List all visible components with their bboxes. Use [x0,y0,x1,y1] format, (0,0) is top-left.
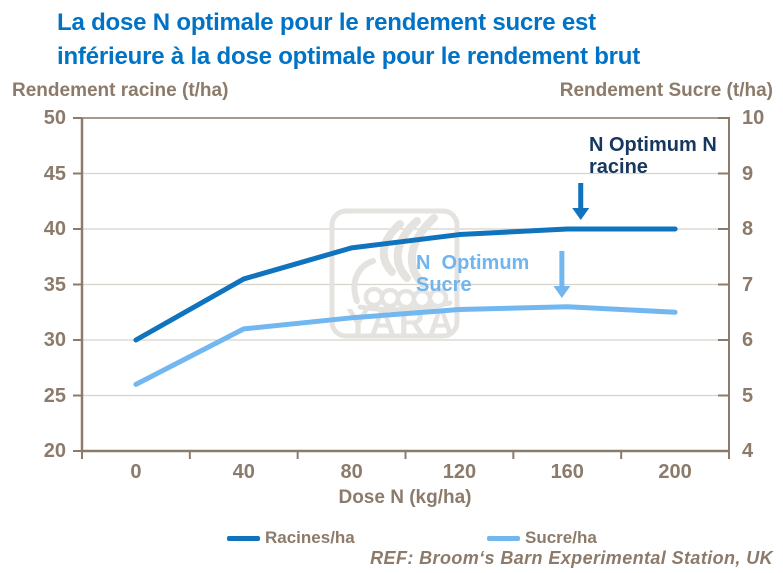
right-axis-title: Rendement Sucre (t/ha) [559,80,773,101]
y-left-tick-label: 50 [43,107,66,129]
y-left-tick-label: 20 [43,440,66,462]
chart-title-line2: inférieure à la dose optimale pour le re… [57,43,641,70]
y-right-tick-label: 6 [742,329,754,351]
series-line-Racines/ha [133,226,678,343]
x-tick-label: 160 [550,461,584,483]
annotation-n-optimum-racine: N Optimum N racine [589,134,717,178]
x-tick-label: 200 [658,461,692,483]
ship-prow-icon [351,258,376,304]
legend-item-sucre: Sucre/ha [487,528,597,548]
down-arrow-head-icon [553,286,571,298]
legend-item-racines: Racines/ha [227,528,355,548]
annotation-arrows [553,183,590,298]
legend-label-racines: Racines/ha [265,528,355,547]
y-right-tick-label: 5 [742,384,754,407]
y-right-tick-label: 4 [742,440,754,462]
y-left-tick-label: 35 [43,273,66,296]
y-right-tick-label: 7 [742,273,754,296]
y-right-tick-label: 9 [742,162,754,185]
watermark-text: YARA [346,301,457,342]
y-right-tick-label: 10 [742,107,765,129]
legend-line-swatch-sucre [487,535,520,541]
left-axis-title: Rendement racine (t/ha) [12,80,229,101]
legend-line-swatch-racines [227,535,260,541]
down-arrow-head-icon [572,208,590,220]
ship-sail-icon [379,220,404,276]
x-tick-label: 40 [232,461,255,483]
ship-shields-icon [363,286,449,310]
reference-text: REF: Broom‘s Barn Experimental Station, … [370,548,773,568]
x-tick-label: 120 [442,461,477,483]
yara-watermark-logo: YARA [329,208,460,342]
x-tick-label: 0 [130,461,142,483]
y-left-tick-label: 25 [43,384,66,407]
ship-sail-icon [407,214,438,288]
chart-title-line1: La dose N optimale pour le rendement suc… [57,9,596,36]
y-left-tick-label: 40 [43,218,66,240]
ship-sail-icon [393,217,421,282]
watermark-frame [329,208,460,339]
x-tick-label: 80 [340,461,363,483]
axes-lines [73,117,730,459]
y-right-tick-label: 8 [742,218,754,240]
x-axis-title: Dose N (kg/ha) [338,487,472,508]
y-left-tick-label: 30 [43,329,66,351]
annotation-n-optimum-sucre: N Optimum Sucre [416,252,530,296]
series-line-Sucre/ha [133,304,678,387]
y-left-tick-label: 45 [43,162,66,185]
legend-label-sucre: Sucre/ha [525,528,597,547]
chart-title: La dose N optimale pour le rendement suc… [57,6,767,74]
data-series-lines [133,226,678,387]
